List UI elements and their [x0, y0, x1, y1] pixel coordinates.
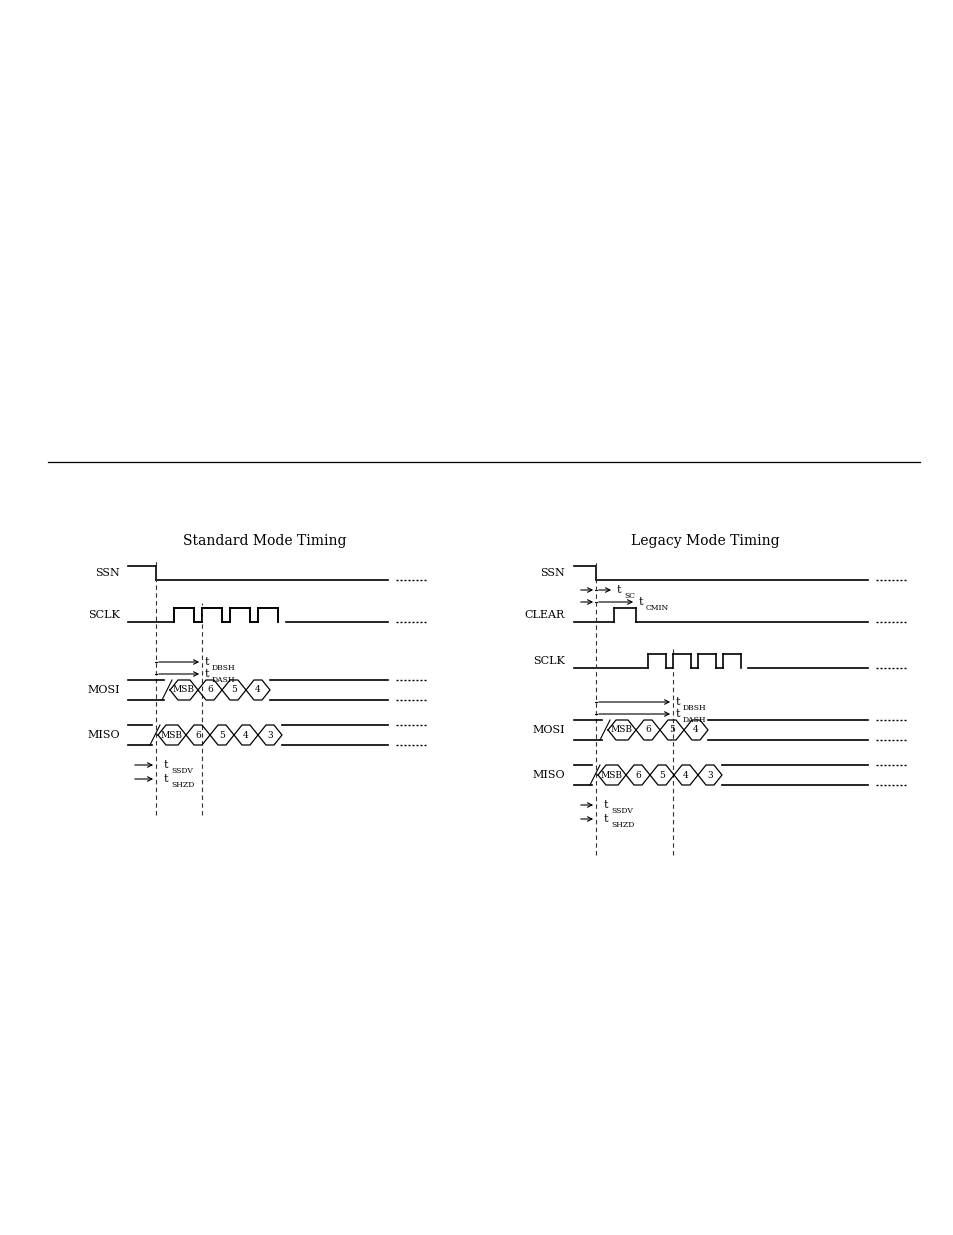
- Text: t: t: [603, 800, 608, 810]
- Text: SCLK: SCLK: [88, 610, 120, 620]
- Text: MSB: MSB: [610, 725, 633, 735]
- Text: MSB: MSB: [161, 730, 183, 740]
- Text: 4: 4: [254, 685, 260, 694]
- Text: t: t: [164, 774, 169, 784]
- Text: SHZD: SHZD: [171, 781, 194, 789]
- Text: MSB: MSB: [600, 771, 622, 779]
- Text: 5: 5: [231, 685, 236, 694]
- Text: t: t: [205, 657, 210, 667]
- Text: DBSH: DBSH: [212, 664, 235, 672]
- Text: 3: 3: [706, 771, 712, 779]
- Text: 4: 4: [243, 730, 249, 740]
- Text: SSDV: SSDV: [171, 767, 193, 776]
- Text: Standard Mode Timing: Standard Mode Timing: [183, 534, 346, 548]
- Text: t: t: [617, 585, 620, 595]
- Text: SCLK: SCLK: [533, 656, 564, 666]
- Text: DBSH: DBSH: [682, 704, 706, 713]
- Text: SSDV: SSDV: [610, 806, 632, 815]
- Text: t: t: [164, 760, 169, 769]
- Text: t: t: [205, 669, 210, 679]
- Text: t: t: [639, 597, 643, 606]
- Text: t: t: [603, 814, 608, 824]
- Text: MSB: MSB: [172, 685, 194, 694]
- Text: MOSI: MOSI: [532, 725, 564, 735]
- Text: 6: 6: [207, 685, 213, 694]
- Text: DASH: DASH: [212, 676, 235, 684]
- Text: t: t: [676, 697, 679, 706]
- Text: 5: 5: [219, 730, 225, 740]
- Text: CMIN: CMIN: [645, 604, 669, 613]
- Text: 6: 6: [195, 730, 201, 740]
- Text: 5: 5: [659, 771, 664, 779]
- Text: 5: 5: [668, 725, 674, 735]
- Text: MOSI: MOSI: [88, 685, 120, 695]
- Text: 6: 6: [635, 771, 640, 779]
- Text: t: t: [676, 709, 679, 719]
- Text: 6: 6: [644, 725, 650, 735]
- Text: CLEAR: CLEAR: [524, 610, 564, 620]
- Text: 3: 3: [267, 730, 273, 740]
- Text: MISO: MISO: [532, 769, 564, 781]
- Text: SSN: SSN: [539, 568, 564, 578]
- Text: MISO: MISO: [88, 730, 120, 740]
- Text: SSN: SSN: [95, 568, 120, 578]
- Text: Legacy Mode Timing: Legacy Mode Timing: [630, 534, 779, 548]
- Text: SC: SC: [623, 592, 635, 600]
- Text: DASH: DASH: [682, 716, 706, 724]
- Text: 4: 4: [693, 725, 699, 735]
- Text: SHZD: SHZD: [610, 821, 634, 829]
- Text: 4: 4: [682, 771, 688, 779]
